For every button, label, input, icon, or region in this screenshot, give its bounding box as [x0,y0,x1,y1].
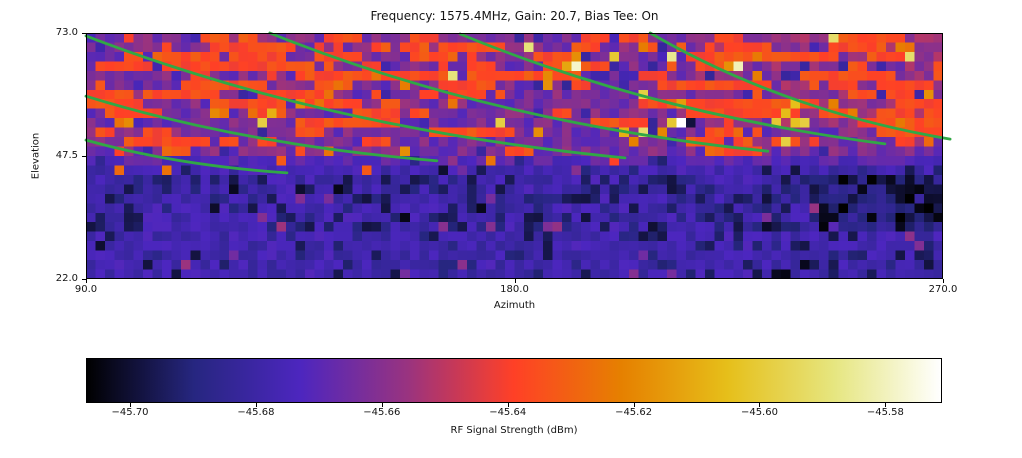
plot-title: Frequency: 1575.4MHz, Gain: 20.7, Bias T… [370,9,659,23]
x-tick-label: 270.0 [928,284,958,295]
colorbar-tick-mark [633,403,635,407]
colorbar-tick-label: −45.70 [111,407,149,418]
colorbar-tick-label: −45.68 [237,407,275,418]
colorbar-tick-label: −45.60 [740,407,778,418]
y-tick-label: 22.0 [55,273,78,284]
x-axis-label: Azimuth [493,300,536,311]
colorbar-tick-label: −45.64 [489,407,527,418]
y-tick-label: 73.0 [55,27,78,38]
y-tick-mark [82,155,86,157]
colorbar-tick-mark [130,403,132,407]
colorbar-tick-label: −45.62 [615,407,653,418]
colorbar-tick-mark [381,403,383,407]
x-tick-mark [86,279,87,283]
colorbar-gradient [86,358,942,403]
colorbar-tick-label: −45.58 [866,407,904,418]
colorbar-label: RF Signal Strength (dBm) [450,425,578,436]
x-tick-label: 90.0 [74,284,98,295]
y-tick-mark [82,278,86,280]
colorbar-tick-mark [885,403,887,407]
heatmap-plot [84,31,952,279]
y-tick-label: 47.5 [55,150,78,161]
colorbar-tick-mark [255,403,257,407]
x-tick-mark [943,279,944,283]
colorbar-tick-label: −45.66 [363,407,401,418]
x-tick-mark [514,279,516,283]
x-tick-label: 180.0 [500,284,529,295]
colorbar-tick-mark [507,403,509,407]
colorbar-tick-mark [759,403,761,407]
y-tick-mark [82,32,86,34]
heatmap-canvas [86,33,943,279]
